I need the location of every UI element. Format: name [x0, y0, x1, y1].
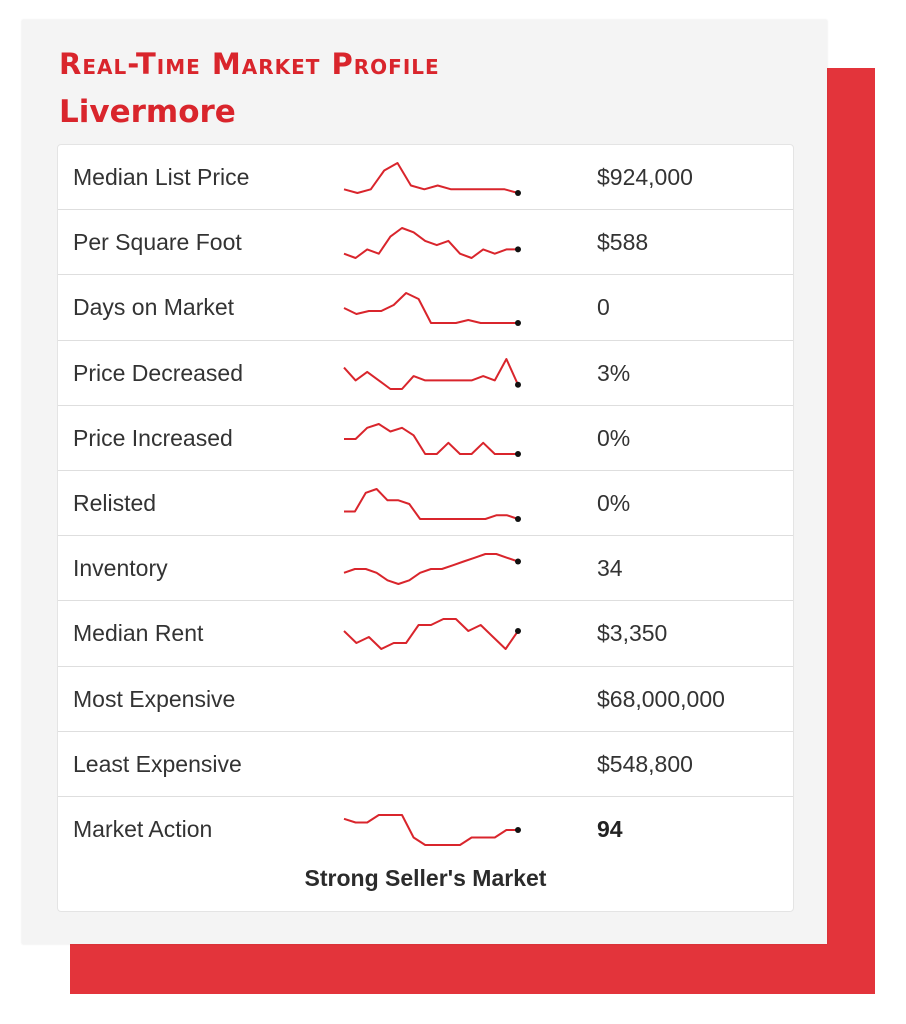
sparkline-endpoint: [515, 190, 521, 196]
metric-value: $588: [597, 229, 649, 256]
metric-label: Days on Market: [73, 294, 235, 321]
sparkline-trend-line: [343, 553, 519, 586]
metric-row-price-decreased: Price Decreased 3%: [58, 341, 793, 406]
metric-value: 0%: [597, 489, 631, 516]
metric-row-price-increased: Price Increased 0%: [58, 406, 793, 471]
metric-value: 0: [597, 294, 610, 321]
widget-title: Real-Time Market Profile: [59, 47, 440, 81]
sparkline-endpoint: [515, 826, 521, 833]
sparkline-trend-line: [343, 292, 518, 325]
metric-value: 0%: [597, 424, 631, 451]
metric-row-least-expensive: Least Expensive $548,800: [58, 732, 793, 797]
sparkline-endpoint: [515, 558, 521, 565]
sparkline-trend-line: [343, 813, 518, 846]
metric-row-inventory: Inventory 34: [58, 536, 793, 602]
market-condition-label: Strong Seller's Market: [304, 865, 547, 891]
sparkline-trend-line: [343, 227, 518, 260]
metric-value: 94: [597, 815, 623, 842]
metric-row-most-expensive: Most Expensive $68,000,000: [58, 667, 793, 732]
metric-value: 3%: [597, 359, 631, 386]
metric-label: Most Expensive: [73, 685, 236, 712]
metric-value: 34: [597, 555, 623, 582]
metric-value: $548,800: [597, 750, 693, 777]
sparkline-trend-line: [343, 357, 519, 390]
metric-value: $3,350: [597, 620, 668, 647]
sparkline-days-on-market: [343, 292, 521, 327]
sparkline-trend-line: [344, 487, 519, 520]
sparkline-endpoint: [515, 320, 521, 327]
metric-row-days-on-market: Days on Market 0: [58, 275, 793, 341]
metric-label: Relisted: [73, 489, 157, 516]
metric-row-median-list-price: Median List Price $924,000: [58, 145, 793, 211]
sparkline-per-square-foot: [343, 227, 521, 260]
metrics-table: Median List Price $924,000 Per Square Foot…: [57, 144, 794, 912]
sparkline-median-list-price: [343, 162, 521, 196]
metric-value: $68,000,000: [597, 685, 725, 712]
sparkline-relisted: [344, 487, 521, 522]
metric-label: Price Increased: [73, 424, 233, 451]
metric-label: Price Decreased: [73, 359, 244, 386]
metric-row-market-action: Market Action 94: [58, 797, 793, 862]
sparkline-trend-line: [343, 162, 519, 194]
market-profile-card: Real-Time Market Profile Livermore Media…: [22, 20, 827, 944]
sparkline-endpoint: [515, 450, 521, 457]
sparkline-price-increased: [344, 422, 521, 457]
sparkline-inventory: [343, 553, 521, 586]
metric-label: Median Rent: [73, 620, 204, 647]
metric-label: Median List Price: [73, 164, 250, 190]
metric-label: Inventory: [73, 555, 168, 582]
sparkline-median-rent: [343, 618, 521, 651]
sparkline-market-action: [343, 813, 521, 846]
sparkline-endpoint: [515, 246, 521, 253]
metric-row-median-rent: Median Rent $3,350: [58, 601, 793, 667]
metric-row-per-square-foot: Per Square Foot $588: [58, 210, 793, 276]
metric-label: Market Action: [73, 815, 213, 842]
sparkline-price-decreased: [343, 357, 521, 390]
city-name: Livermore: [59, 94, 236, 130]
sparkline-endpoint: [515, 515, 521, 522]
metric-label: Least Expensive: [73, 750, 242, 777]
sparkline-endpoint: [515, 381, 521, 388]
sparkline-trend-line: [343, 618, 519, 651]
metric-label: Per Square Foot: [73, 229, 242, 256]
metric-row-relisted: Relisted 0%: [58, 471, 793, 537]
sparkline-endpoint: [515, 628, 521, 635]
sparkline-trend-line: [344, 422, 518, 455]
metric-value: $924,000: [597, 164, 693, 190]
